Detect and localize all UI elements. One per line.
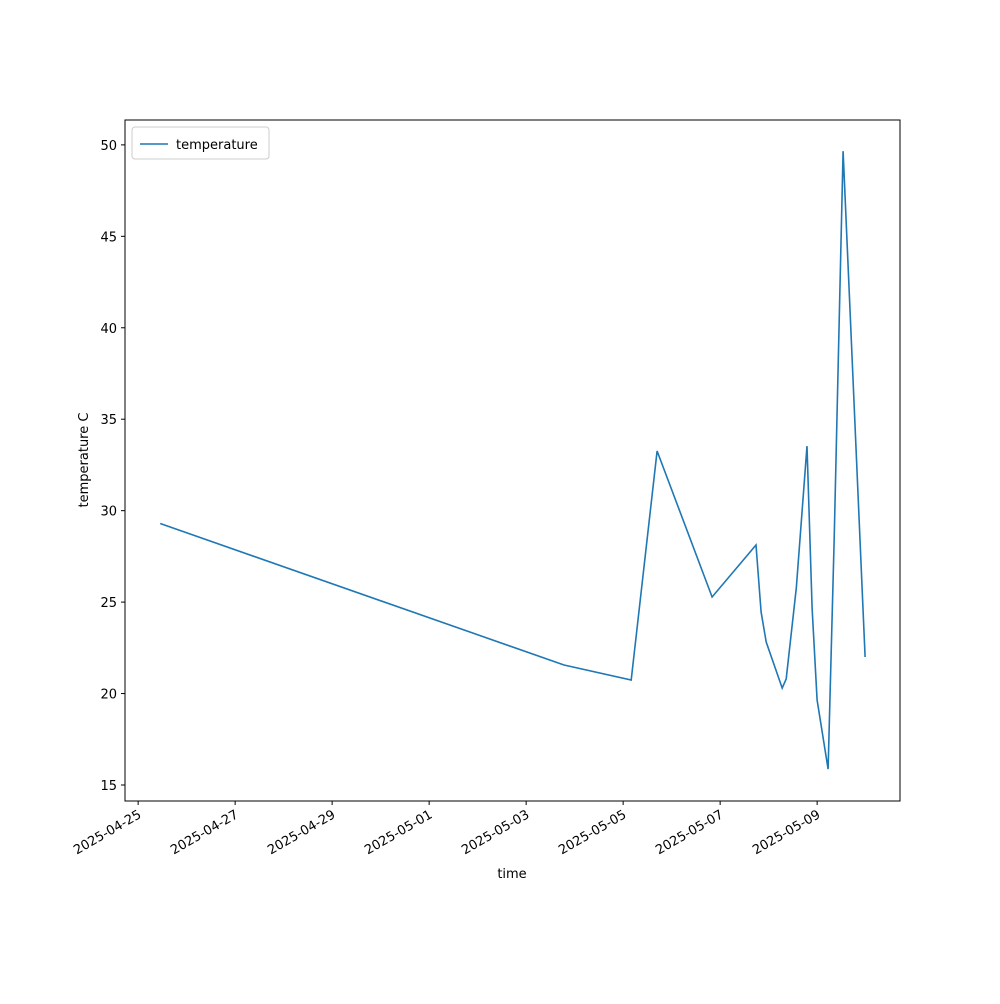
line bbox=[159, 151, 866, 770]
y-axis-label: temperature C bbox=[77, 413, 92, 508]
y-tick-label: 25 bbox=[100, 596, 117, 611]
y-tick-label: 35 bbox=[100, 413, 117, 428]
y-tick-label: 40 bbox=[100, 322, 117, 337]
x-tick-label: 2025-04-27 bbox=[168, 807, 241, 858]
x-tick-label: 2025-04-29 bbox=[265, 807, 338, 858]
x-tick-label: 2025-05-03 bbox=[459, 807, 532, 858]
x-axis-label: time bbox=[497, 867, 526, 882]
x-tick-label: 2025-05-09 bbox=[750, 807, 823, 858]
y-tick-label: 50 bbox=[100, 139, 117, 154]
x-tick-label: 2025-05-01 bbox=[362, 807, 435, 858]
y-tick-label: 45 bbox=[100, 230, 117, 245]
y-tick-label: 20 bbox=[100, 688, 117, 703]
legend-box bbox=[131, 126, 270, 160]
x-tick-label: 2025-05-07 bbox=[653, 807, 726, 858]
x-tick-label: 2025-05-05 bbox=[556, 807, 629, 858]
x-tick-label: 2025-04-25 bbox=[71, 807, 144, 858]
plot-frame bbox=[124, 119, 901, 802]
y-tick-label: 30 bbox=[100, 505, 117, 520]
legend-label: temperature bbox=[176, 138, 258, 153]
y-tick-label: 15 bbox=[100, 779, 117, 794]
